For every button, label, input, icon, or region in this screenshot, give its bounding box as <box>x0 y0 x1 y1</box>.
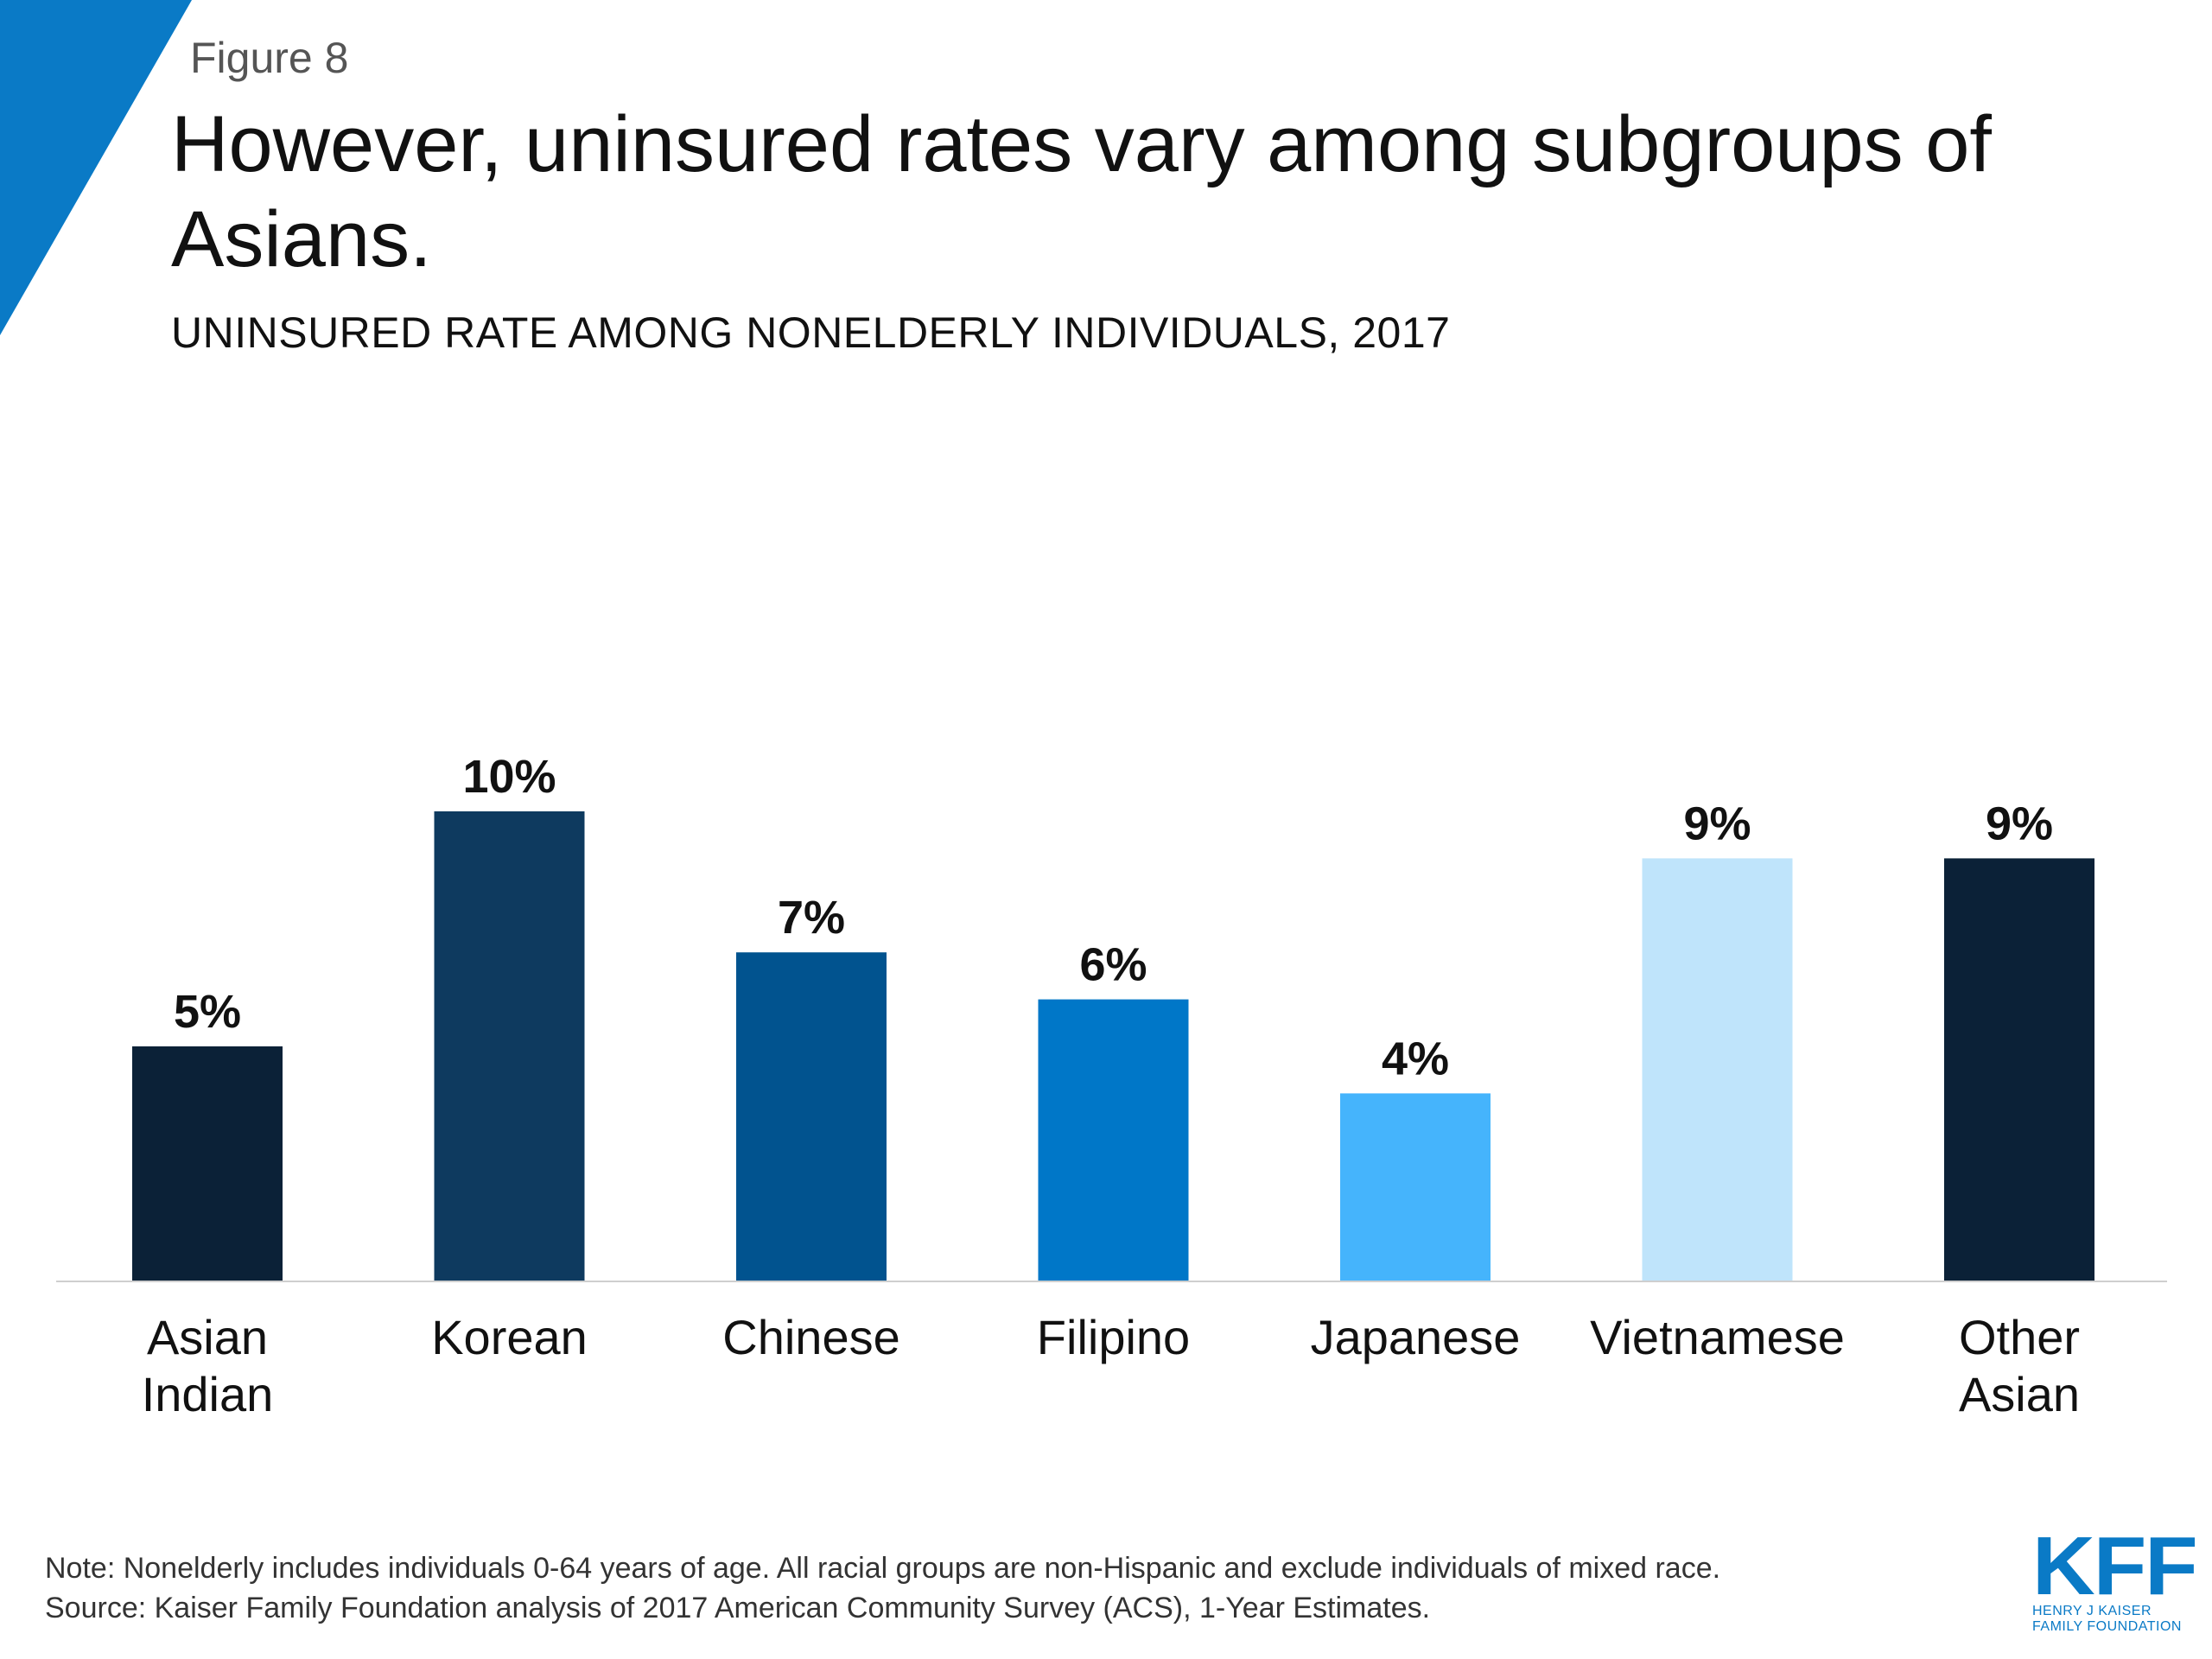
category-label-line: Asian <box>146 1310 269 1364</box>
category-label: Other Asian <box>1881 1309 2158 1423</box>
bar-vietnamese <box>1642 858 1793 1281</box>
value-label: 10% <box>462 751 556 803</box>
category-label: Asian Indian <box>69 1309 346 1423</box>
source-text: Source: Kaiser Family Foundation analysi… <box>45 1592 1431 1624</box>
category-label-line: Korean <box>431 1310 588 1364</box>
category-label-line: Asian <box>1958 1367 2081 1421</box>
category-label-line: Japanese <box>1310 1310 1521 1364</box>
value-label: 9% <box>1986 798 2053 849</box>
value-label: 7% <box>778 892 845 944</box>
bar-other-asian <box>1944 858 2094 1281</box>
category-label-line: Vietnamese <box>1590 1310 1845 1364</box>
kff-logo: KFF HENRY J KAISER FAMILY FOUNDATION <box>2032 1525 2198 1635</box>
category-label-line: Filipino <box>1036 1310 1191 1364</box>
category-label-line: Chinese <box>722 1310 900 1364</box>
category-label: Chinese <box>673 1309 950 1366</box>
value-label: 6% <box>1079 939 1147 991</box>
category-label-line: Other <box>1958 1310 2081 1364</box>
footnotes: Note: Nonelderly includes individuals 0-… <box>45 1548 1720 1628</box>
logo-line-1: HENRY J KAISER <box>2032 1604 2152 1618</box>
figure-label: Figure 8 <box>190 34 349 82</box>
bar-korean <box>434 811 585 1281</box>
bar-filipino <box>1038 999 1189 1281</box>
category-label: Japanese <box>1277 1309 1554 1366</box>
corner-accent-triangle <box>0 0 192 335</box>
bar-asian-indian <box>132 1046 283 1281</box>
bar-chinese <box>736 952 887 1281</box>
value-label: 9% <box>1683 798 1751 849</box>
value-label: 5% <box>174 986 241 1038</box>
value-label: 4% <box>1382 1033 1449 1084</box>
category-label: Korean <box>372 1309 648 1366</box>
category-label-line: Indian <box>141 1367 274 1421</box>
logo-mark: KFF <box>2032 1520 2198 1612</box>
chart-title: However, uninsured rates vary among subg… <box>171 100 1992 283</box>
note-text: Note: Nonelderly includes individuals 0-… <box>45 1552 1721 1585</box>
category-label: Vietnamese <box>1580 1309 1856 1366</box>
category-label: Filipino <box>976 1309 1252 1366</box>
logo-line-2: FAMILY FOUNDATION <box>2032 1619 2182 1634</box>
bar-japanese <box>1340 1093 1491 1281</box>
chart-subtitle: UNINSURED RATE AMONG NONELDERLY INDIVIDU… <box>171 308 1451 357</box>
